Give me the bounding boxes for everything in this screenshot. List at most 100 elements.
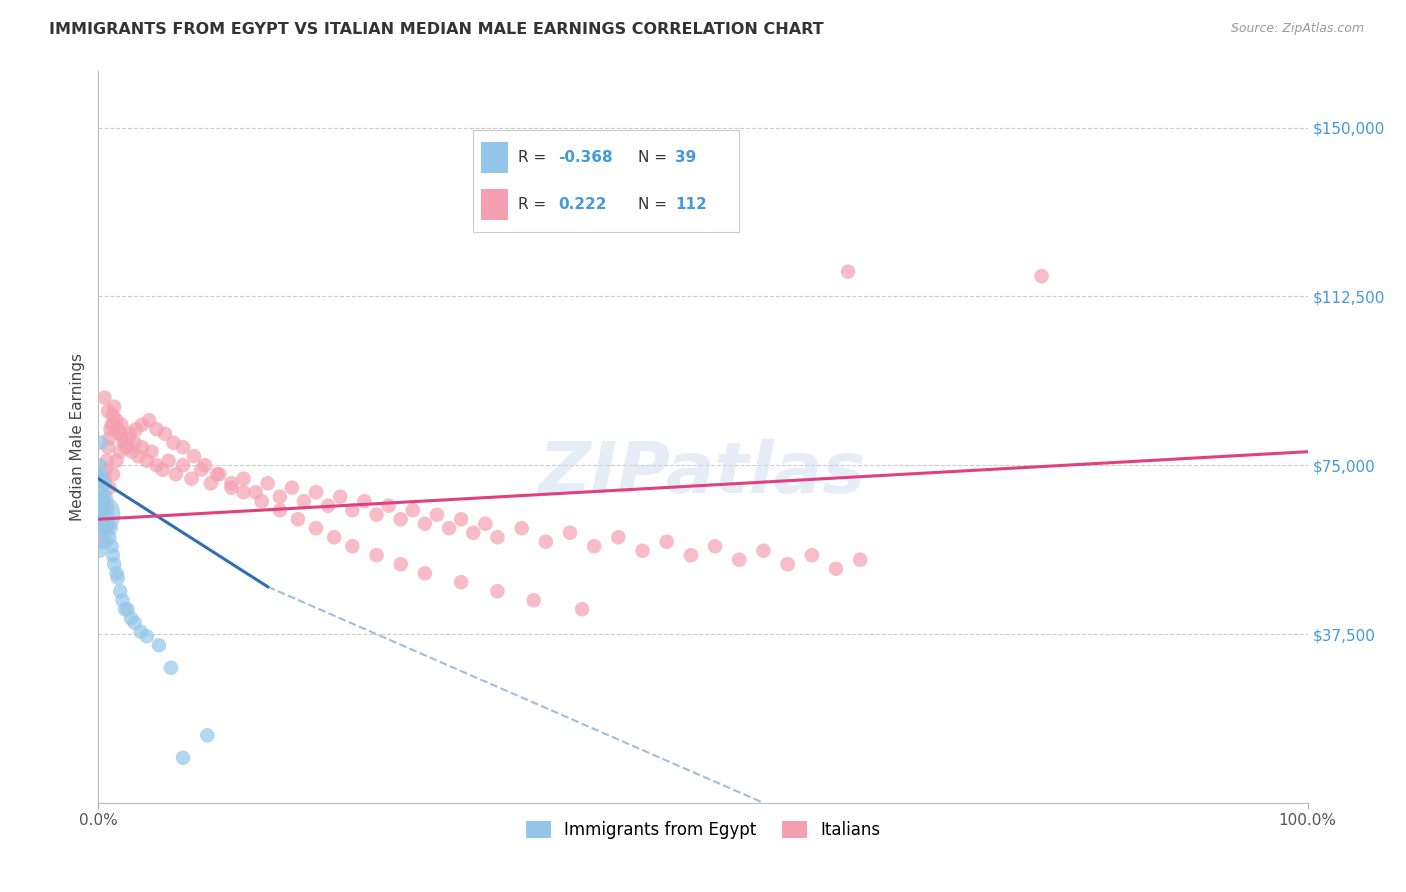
Point bbox=[105, 566, 128, 581]
Point bbox=[91, 494, 114, 508]
Point bbox=[89, 458, 111, 473]
Point bbox=[165, 467, 187, 482]
Point bbox=[450, 575, 472, 590]
Point bbox=[91, 516, 114, 531]
Point bbox=[117, 602, 139, 616]
Point bbox=[91, 490, 114, 504]
Point bbox=[389, 558, 412, 572]
Point bbox=[837, 265, 859, 279]
Point bbox=[90, 467, 112, 482]
Point bbox=[366, 508, 388, 522]
Point bbox=[366, 548, 388, 562]
Point bbox=[89, 472, 111, 486]
Point bbox=[124, 435, 146, 450]
Point bbox=[110, 417, 132, 432]
Point bbox=[190, 463, 212, 477]
Point bbox=[108, 426, 131, 441]
Point bbox=[389, 512, 412, 526]
Point bbox=[100, 539, 122, 553]
Point bbox=[486, 530, 509, 544]
Point bbox=[463, 525, 485, 540]
Point bbox=[281, 481, 304, 495]
Point bbox=[269, 503, 291, 517]
Point bbox=[558, 525, 581, 540]
Point bbox=[232, 472, 254, 486]
Point bbox=[107, 422, 129, 436]
Point bbox=[101, 467, 124, 482]
Point bbox=[100, 422, 122, 436]
Point bbox=[94, 463, 117, 477]
Point bbox=[402, 503, 425, 517]
Point bbox=[101, 409, 124, 423]
Point bbox=[129, 624, 152, 639]
Point bbox=[96, 499, 118, 513]
Point bbox=[103, 400, 125, 414]
Point bbox=[474, 516, 496, 531]
Point bbox=[91, 481, 114, 495]
Point bbox=[89, 485, 111, 500]
Point bbox=[316, 499, 339, 513]
Point bbox=[101, 417, 124, 432]
Point bbox=[105, 453, 128, 467]
Point bbox=[89, 508, 111, 522]
Point bbox=[342, 539, 364, 553]
Point bbox=[172, 458, 194, 473]
Point bbox=[256, 476, 278, 491]
Point bbox=[90, 503, 112, 517]
Point bbox=[510, 521, 533, 535]
Point bbox=[583, 539, 606, 553]
Point bbox=[100, 521, 122, 535]
Point bbox=[180, 472, 202, 486]
Point bbox=[96, 521, 118, 535]
Point bbox=[105, 413, 128, 427]
Point bbox=[377, 499, 399, 513]
Point bbox=[91, 516, 114, 531]
Point bbox=[450, 512, 472, 526]
Point bbox=[269, 490, 291, 504]
Point bbox=[523, 593, 546, 607]
Point bbox=[250, 494, 273, 508]
Point bbox=[153, 426, 176, 441]
Point bbox=[125, 422, 148, 436]
Point bbox=[108, 426, 131, 441]
Point bbox=[800, 548, 823, 562]
Point bbox=[292, 494, 315, 508]
Point bbox=[114, 435, 136, 450]
Point bbox=[135, 453, 157, 467]
Point bbox=[655, 534, 678, 549]
Point bbox=[145, 422, 167, 436]
Point bbox=[704, 539, 727, 553]
Point bbox=[100, 417, 122, 432]
Point bbox=[323, 530, 346, 544]
Point bbox=[200, 476, 222, 491]
Point bbox=[426, 508, 449, 522]
Point bbox=[107, 571, 129, 585]
Point bbox=[245, 485, 267, 500]
Point bbox=[145, 458, 167, 473]
Point bbox=[849, 553, 872, 567]
Point bbox=[131, 440, 153, 454]
Point bbox=[342, 503, 364, 517]
Point bbox=[96, 503, 118, 517]
Point bbox=[93, 516, 115, 531]
Point bbox=[825, 562, 848, 576]
Point bbox=[115, 440, 138, 454]
Point bbox=[152, 463, 174, 477]
Point bbox=[486, 584, 509, 599]
Point bbox=[138, 413, 160, 427]
Point bbox=[93, 476, 115, 491]
Point bbox=[93, 472, 115, 486]
Point bbox=[118, 431, 141, 445]
Point bbox=[131, 417, 153, 432]
Point bbox=[108, 444, 131, 458]
Point bbox=[90, 435, 112, 450]
Point bbox=[208, 467, 231, 482]
Point bbox=[98, 530, 121, 544]
Point bbox=[91, 499, 114, 513]
Point bbox=[413, 566, 436, 581]
Point bbox=[571, 602, 593, 616]
Point bbox=[91, 525, 114, 540]
Point bbox=[1031, 269, 1053, 284]
Point bbox=[437, 521, 460, 535]
Point bbox=[679, 548, 702, 562]
